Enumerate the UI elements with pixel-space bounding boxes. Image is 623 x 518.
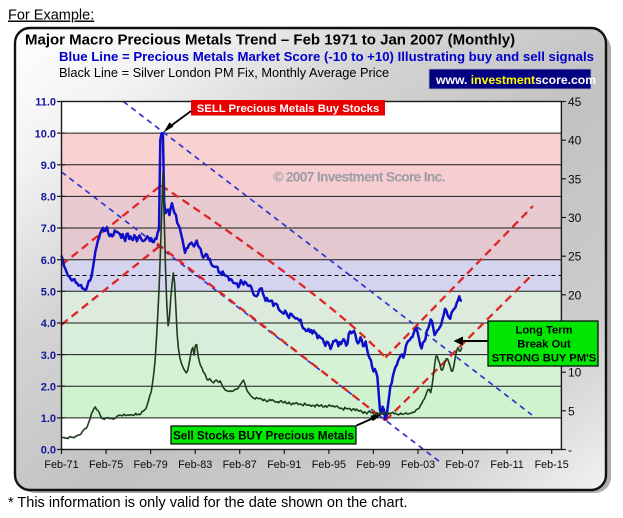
svg-text:Blue Line = Precious Metals Ma: Blue Line = Precious Metals Market Score… <box>59 49 594 64</box>
svg-text:© 2007 Investment Score Inc.: © 2007 Investment Score Inc. <box>273 170 445 185</box>
svg-text:4.0: 4.0 <box>41 318 56 330</box>
svg-text:10.0: 10.0 <box>35 128 56 140</box>
svg-text:Feb-99: Feb-99 <box>356 459 390 471</box>
svg-text:3.0: 3.0 <box>41 350 56 362</box>
svg-text:2.0: 2.0 <box>41 381 56 393</box>
svg-text:Feb-07: Feb-07 <box>445 459 479 471</box>
svg-text:10: 10 <box>568 366 582 380</box>
svg-text:Major Macro Precious Metals Tr: Major Macro Precious Metals Trend – Feb … <box>25 32 515 49</box>
svg-text:5.0: 5.0 <box>41 287 56 299</box>
svg-text:Long Term: Long Term <box>516 325 573 337</box>
svg-text:www. investmentscore.com: www. investmentscore.com <box>435 73 596 87</box>
svg-text:Black Line = Silver London PM: Black Line = Silver London PM Fix, Month… <box>59 65 389 80</box>
svg-text:35: 35 <box>568 172 582 186</box>
svg-text:20: 20 <box>568 288 582 302</box>
svg-text:STRONG BUY PM'S: STRONG BUY PM'S <box>492 353 597 365</box>
svg-text:Feb-79: Feb-79 <box>133 459 167 471</box>
svg-text:Feb-91: Feb-91 <box>267 459 301 471</box>
svg-text:5: 5 <box>568 404 575 418</box>
svg-text:-: - <box>568 443 572 457</box>
svg-text:Feb-15: Feb-15 <box>535 459 569 471</box>
svg-text:Feb-83: Feb-83 <box>178 459 212 471</box>
svg-text:For Example:: For Example: <box>8 8 94 24</box>
svg-text:Sell Stocks BUY Precious Metal: Sell Stocks BUY Precious Metals <box>173 430 354 443</box>
svg-text:Feb-87: Feb-87 <box>223 459 257 471</box>
svg-text:11.0: 11.0 <box>35 97 56 109</box>
svg-text:45: 45 <box>568 95 582 109</box>
svg-text:Feb-95: Feb-95 <box>312 459 346 471</box>
svg-text:6.0: 6.0 <box>41 255 56 267</box>
svg-text:* This information is only val: * This information is only valid for the… <box>8 495 408 511</box>
svg-text:Break Out: Break Out <box>517 339 571 351</box>
svg-text:Feb-03: Feb-03 <box>401 459 435 471</box>
svg-text:8.0: 8.0 <box>41 192 56 204</box>
svg-text:Feb-75: Feb-75 <box>89 459 123 471</box>
svg-text:30: 30 <box>568 211 582 225</box>
svg-text:7.0: 7.0 <box>41 223 56 235</box>
svg-text:Feb-71: Feb-71 <box>44 459 78 471</box>
svg-text:SELL Precious Metals Buy Stock: SELL Precious Metals Buy Stocks <box>197 103 380 115</box>
svg-text:1.0: 1.0 <box>41 413 56 425</box>
svg-text:25: 25 <box>568 250 582 264</box>
svg-text:0.0: 0.0 <box>41 445 56 457</box>
svg-text:Feb-11: Feb-11 <box>490 459 523 471</box>
svg-text:40: 40 <box>568 134 582 148</box>
svg-text:9.0: 9.0 <box>41 160 56 172</box>
